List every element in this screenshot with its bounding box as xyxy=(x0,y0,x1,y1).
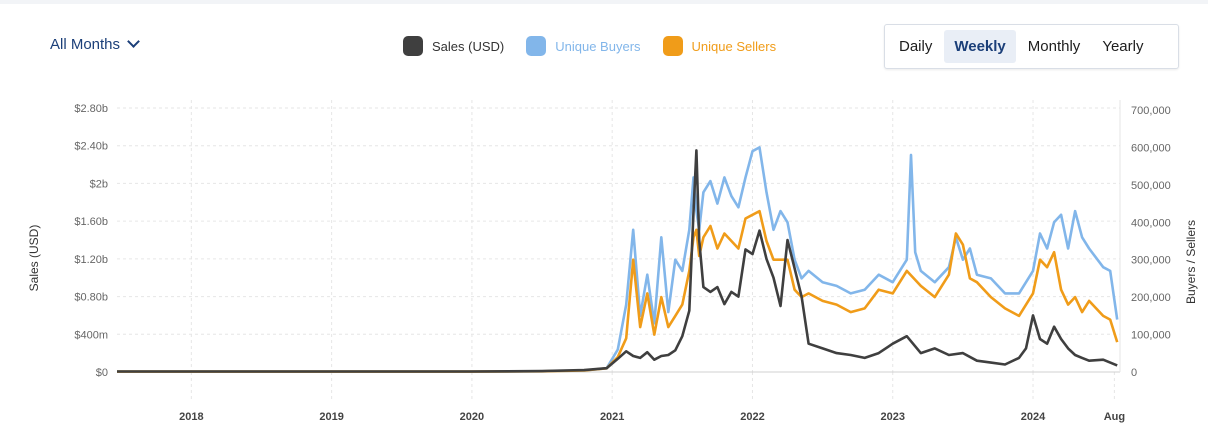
chart-axes: $0 $400m $0.80b $1.20b $1.60b $2b $2.40b $2.80b… xyxy=(74,100,1171,423)
right-tick-label: 300,000 xyxy=(1131,255,1171,267)
legend-label-sales: Sales (USD) xyxy=(432,38,505,54)
legend-swatch-sellers xyxy=(662,36,683,56)
x-tick-label: Aug xyxy=(1104,411,1125,423)
right-tick-label: 100,000 xyxy=(1131,330,1171,342)
tab-yearly[interactable]: Yearly xyxy=(1102,38,1144,55)
legend-label-buyers: Unique Buyers xyxy=(555,38,641,54)
legend-item-buyers[interactable]: Unique Buyers xyxy=(526,36,641,56)
left-tick-label: $1.20b xyxy=(74,254,108,266)
top-divider xyxy=(0,0,1208,4)
x-tick-label: 2018 xyxy=(179,411,203,423)
tab-daily[interactable]: Daily xyxy=(899,38,933,55)
left-axis-title: Sales (USD) xyxy=(27,225,41,292)
left-tick-label: $0 xyxy=(96,367,108,379)
right-tick-label: 700,000 xyxy=(1131,105,1171,117)
x-tick-label: 2023 xyxy=(881,411,905,423)
series-line-buyers xyxy=(117,146,1119,373)
x-tick-label: 2021 xyxy=(600,411,624,423)
right-tick-label: 600,000 xyxy=(1131,142,1171,154)
tab-monthly[interactable]: Monthly xyxy=(1027,38,1081,55)
month-range-dropdown[interactable]: All Months xyxy=(50,35,140,53)
chart-series xyxy=(117,146,1119,373)
legend-swatch-sales xyxy=(403,36,423,56)
x-tick-label: 2024 xyxy=(1021,411,1046,423)
tab-weekly[interactable]: Weekly xyxy=(944,30,1016,63)
left-tick-label: $2.80b xyxy=(74,103,108,115)
series-line-sales xyxy=(117,149,1118,373)
series-line-sellers xyxy=(117,209,1119,373)
right-tick-label: 400,000 xyxy=(1131,217,1171,229)
right-tick-label: 500,000 xyxy=(1131,180,1171,192)
right-tick-label: 0 xyxy=(1131,367,1137,379)
x-tick-label: 2020 xyxy=(460,411,484,423)
interval-tabs: Daily Weekly Monthly Yearly xyxy=(884,24,1179,69)
legend-item-sales[interactable]: Sales (USD) xyxy=(403,36,504,56)
left-tick-label: $2.40b xyxy=(74,141,108,153)
left-tick-label: $0.80b xyxy=(74,292,108,304)
legend-label-sellers: Unique Sellers xyxy=(691,38,777,54)
legend-swatch-buyers xyxy=(526,36,547,56)
left-tick-label: $1.60b xyxy=(74,216,108,228)
legend-item-sellers[interactable]: Unique Sellers xyxy=(662,36,777,56)
right-tick-label: 200,000 xyxy=(1131,292,1171,304)
left-tick-label: $400m xyxy=(74,329,108,341)
left-tick-label: $2b xyxy=(90,178,108,190)
x-tick-label: 2022 xyxy=(740,411,764,423)
right-axis-title: Buyers / Sellers xyxy=(1184,220,1198,304)
x-tick-label: 2019 xyxy=(319,411,343,423)
chart-legend: Sales (USD) Unique Buyers Unique Sellers xyxy=(403,36,798,56)
month-range-label: All Months xyxy=(50,36,121,53)
